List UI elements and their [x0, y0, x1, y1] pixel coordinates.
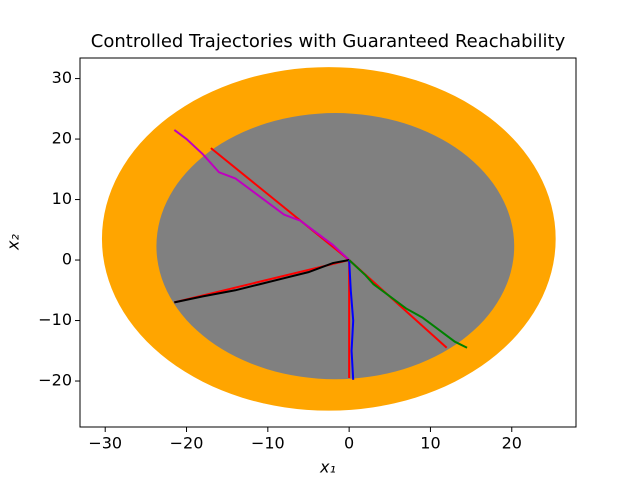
- y-tick-label: −10: [38, 310, 72, 329]
- x-tick-label: −30: [88, 434, 122, 453]
- y-tick-label: −20: [38, 371, 72, 390]
- chart-title: Controlled Trajectories with Guaranteed …: [91, 31, 566, 52]
- trajectory: [173, 129, 350, 261]
- y-axis-label: x₂: [4, 233, 23, 250]
- x-tick-label: 0: [344, 434, 354, 453]
- y-tick-label: 0: [62, 250, 72, 269]
- x-tick-label: 20: [502, 434, 522, 453]
- trajectory: [348, 259, 355, 380]
- trajectory: [348, 259, 468, 349]
- x-tick-label: −20: [170, 434, 204, 453]
- plot-area: [101, 67, 556, 411]
- y-tick-label: 20: [52, 129, 72, 148]
- trajectory: [210, 147, 350, 261]
- trajectory: [174, 259, 350, 304]
- axes-frame: [79, 57, 577, 428]
- y-tick-label: 30: [52, 68, 72, 87]
- x-tick-label: −10: [251, 434, 285, 453]
- x-tick-label: 10: [420, 434, 440, 453]
- y-tick-label: 10: [52, 189, 72, 208]
- x-axis-label: x₁: [319, 458, 336, 477]
